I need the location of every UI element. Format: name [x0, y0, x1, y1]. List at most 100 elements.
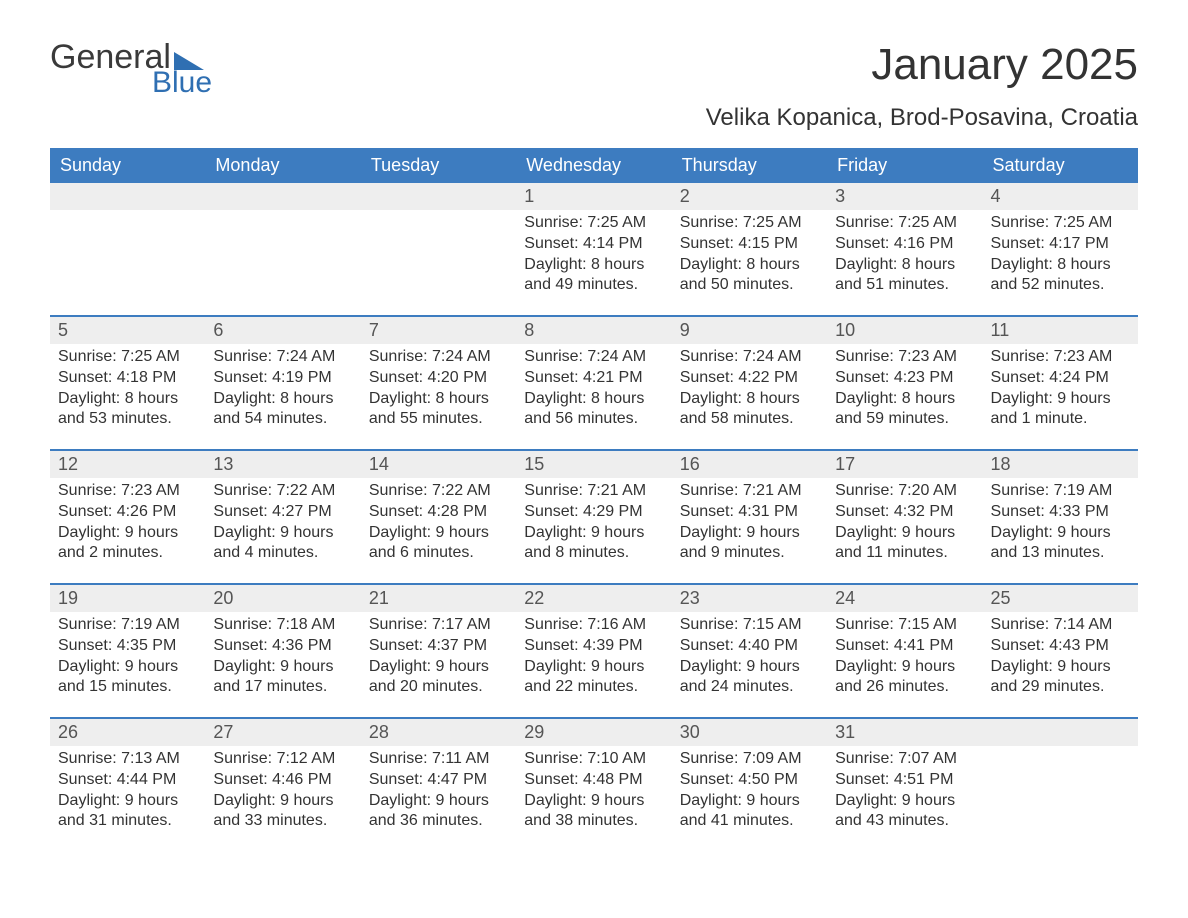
day-d2: and 53 minutes.	[58, 409, 197, 430]
day-number: 8	[516, 317, 671, 344]
day-number	[361, 183, 516, 210]
day-sunset: Sunset: 4:48 PM	[524, 770, 663, 791]
day-d2: and 49 minutes.	[524, 275, 663, 296]
day-details: Sunrise: 7:25 AMSunset: 4:14 PMDaylight:…	[516, 210, 671, 296]
day-d2: and 33 minutes.	[213, 811, 352, 832]
day-d1: Daylight: 8 hours	[369, 389, 508, 410]
day-number: 9	[672, 317, 827, 344]
day-d1: Daylight: 9 hours	[369, 523, 508, 544]
day-d2: and 50 minutes.	[680, 275, 819, 296]
day-number: 4	[983, 183, 1138, 210]
day-sunrise: Sunrise: 7:19 AM	[991, 481, 1130, 502]
calendar-day: 21Sunrise: 7:17 AMSunset: 4:37 PMDayligh…	[361, 585, 516, 703]
day-d2: and 29 minutes.	[991, 677, 1130, 698]
calendar-day: 23Sunrise: 7:15 AMSunset: 4:40 PMDayligh…	[672, 585, 827, 703]
day-number: 16	[672, 451, 827, 478]
day-d2: and 13 minutes.	[991, 543, 1130, 564]
header-block: General Blue January 2025 Velika Kopanic…	[50, 40, 1138, 142]
day-sunrise: Sunrise: 7:21 AM	[680, 481, 819, 502]
calendar-day	[50, 183, 205, 301]
day-number: 14	[361, 451, 516, 478]
calendar-day: 5Sunrise: 7:25 AMSunset: 4:18 PMDaylight…	[50, 317, 205, 435]
weekday-header: Friday	[827, 148, 982, 183]
day-d1: Daylight: 9 hours	[524, 791, 663, 812]
day-number: 15	[516, 451, 671, 478]
day-d2: and 58 minutes.	[680, 409, 819, 430]
weekday-header: Sunday	[50, 148, 205, 183]
day-d1: Daylight: 9 hours	[58, 523, 197, 544]
day-sunset: Sunset: 4:16 PM	[835, 234, 974, 255]
day-sunrise: Sunrise: 7:23 AM	[991, 347, 1130, 368]
day-sunset: Sunset: 4:39 PM	[524, 636, 663, 657]
calendar-day: 16 Sunrise: 7:21 AMSunset: 4:31 PMDayligh…	[672, 451, 827, 569]
day-sunset: Sunset: 4:32 PM	[835, 502, 974, 523]
day-number: 12	[50, 451, 205, 478]
day-details: Sunrise: 7:23 AMSunset: 4:26 PMDaylight:…	[50, 478, 205, 564]
day-number: 29	[516, 719, 671, 746]
day-d2: and 54 minutes.	[213, 409, 352, 430]
day-number: 7	[361, 317, 516, 344]
day-details: Sunrise: 7:25 AMSunset: 4:15 PMDaylight:…	[672, 210, 827, 296]
day-number: 25	[983, 585, 1138, 612]
day-sunset: Sunset: 4:20 PM	[369, 368, 508, 389]
day-details: Sunrise: 7:25 AMSunset: 4:16 PMDaylight:…	[827, 210, 982, 296]
day-sunset: Sunset: 4:33 PM	[991, 502, 1130, 523]
day-sunrise: Sunrise: 7:23 AM	[835, 347, 974, 368]
day-details: Sunrise: 7:19 AMSunset: 4:33 PMDaylight:…	[983, 478, 1138, 564]
day-d1: Daylight: 9 hours	[835, 523, 974, 544]
week-row: 12Sunrise: 7:23 AMSunset: 4:26 PMDayligh…	[50, 449, 1138, 569]
day-sunset: Sunset: 4:47 PM	[369, 770, 508, 791]
calendar-day: 11Sunrise: 7:23 AMSunset: 4:24 PMDayligh…	[983, 317, 1138, 435]
day-d1: Daylight: 9 hours	[835, 791, 974, 812]
day-sunset: Sunset: 4:31 PM	[680, 502, 819, 523]
day-number: 6	[205, 317, 360, 344]
day-sunrise: Sunrise: 7:22 AM	[369, 481, 508, 502]
day-number: 27	[205, 719, 360, 746]
calendar-day: 24Sunrise: 7:15 AMSunset: 4:41 PMDayligh…	[827, 585, 982, 703]
page-title: January 2025	[706, 40, 1138, 90]
day-number: 17	[827, 451, 982, 478]
day-d1: Daylight: 8 hours	[680, 255, 819, 276]
day-d2: and 43 minutes.	[835, 811, 974, 832]
day-sunrise: Sunrise: 7:25 AM	[991, 213, 1130, 234]
day-d1: Daylight: 9 hours	[213, 523, 352, 544]
day-sunset: Sunset: 4:37 PM	[369, 636, 508, 657]
day-d1: Daylight: 8 hours	[835, 389, 974, 410]
day-details: Sunrise: 7:15 AMSunset: 4:41 PMDaylight:…	[827, 612, 982, 698]
day-details: Sunrise: 7:10 AMSunset: 4:48 PMDaylight:…	[516, 746, 671, 832]
day-details: Sunrise: 7:21 AMSunset: 4:29 PMDaylight:…	[516, 478, 671, 564]
day-details: Sunrise: 7:24 AMSunset: 4:21 PMDaylight:…	[516, 344, 671, 430]
day-number: 20	[205, 585, 360, 612]
day-details: Sunrise: 7:19 AMSunset: 4:35 PMDaylight:…	[50, 612, 205, 698]
day-d2: and 31 minutes.	[58, 811, 197, 832]
day-details: Sunrise: 7:15 AMSunset: 4:40 PMDaylight:…	[672, 612, 827, 698]
day-d2: and 4 minutes.	[213, 543, 352, 564]
day-d1: Daylight: 9 hours	[835, 657, 974, 678]
day-d1: Daylight: 9 hours	[680, 523, 819, 544]
calendar-day: 26Sunrise: 7:13 AMSunset: 4:44 PMDayligh…	[50, 719, 205, 837]
day-sunrise: Sunrise: 7:09 AM	[680, 749, 819, 770]
day-d2: and 38 minutes.	[524, 811, 663, 832]
week-row: 26Sunrise: 7:13 AMSunset: 4:44 PMDayligh…	[50, 717, 1138, 837]
day-details: Sunrise: 7:23 AMSunset: 4:24 PMDaylight:…	[983, 344, 1138, 430]
day-sunrise: Sunrise: 7:13 AM	[58, 749, 197, 770]
day-sunset: Sunset: 4:14 PM	[524, 234, 663, 255]
weekday-header: Saturday	[983, 148, 1138, 183]
day-sunset: Sunset: 4:21 PM	[524, 368, 663, 389]
day-details: Sunrise: 7:25 AMSunset: 4:17 PMDaylight:…	[983, 210, 1138, 296]
day-sunset: Sunset: 4:27 PM	[213, 502, 352, 523]
day-sunrise: Sunrise: 7:25 AM	[524, 213, 663, 234]
day-details: Sunrise: 7:22 AMSunset: 4:28 PMDaylight:…	[361, 478, 516, 564]
day-sunset: Sunset: 4:22 PM	[680, 368, 819, 389]
day-d1: Daylight: 9 hours	[991, 523, 1130, 544]
calendar-day: 6Sunrise: 7:24 AMSunset: 4:19 PMDaylight…	[205, 317, 360, 435]
day-sunset: Sunset: 4:41 PM	[835, 636, 974, 657]
day-sunset: Sunset: 4:46 PM	[213, 770, 352, 791]
day-d2: and 24 minutes.	[680, 677, 819, 698]
day-d1: Daylight: 9 hours	[369, 791, 508, 812]
day-number: 21	[361, 585, 516, 612]
day-d2: and 20 minutes.	[369, 677, 508, 698]
day-d1: Daylight: 8 hours	[524, 389, 663, 410]
week-row: 1Sunrise: 7:25 AMSunset: 4:14 PMDaylight…	[50, 183, 1138, 301]
day-d1: Daylight: 9 hours	[58, 791, 197, 812]
